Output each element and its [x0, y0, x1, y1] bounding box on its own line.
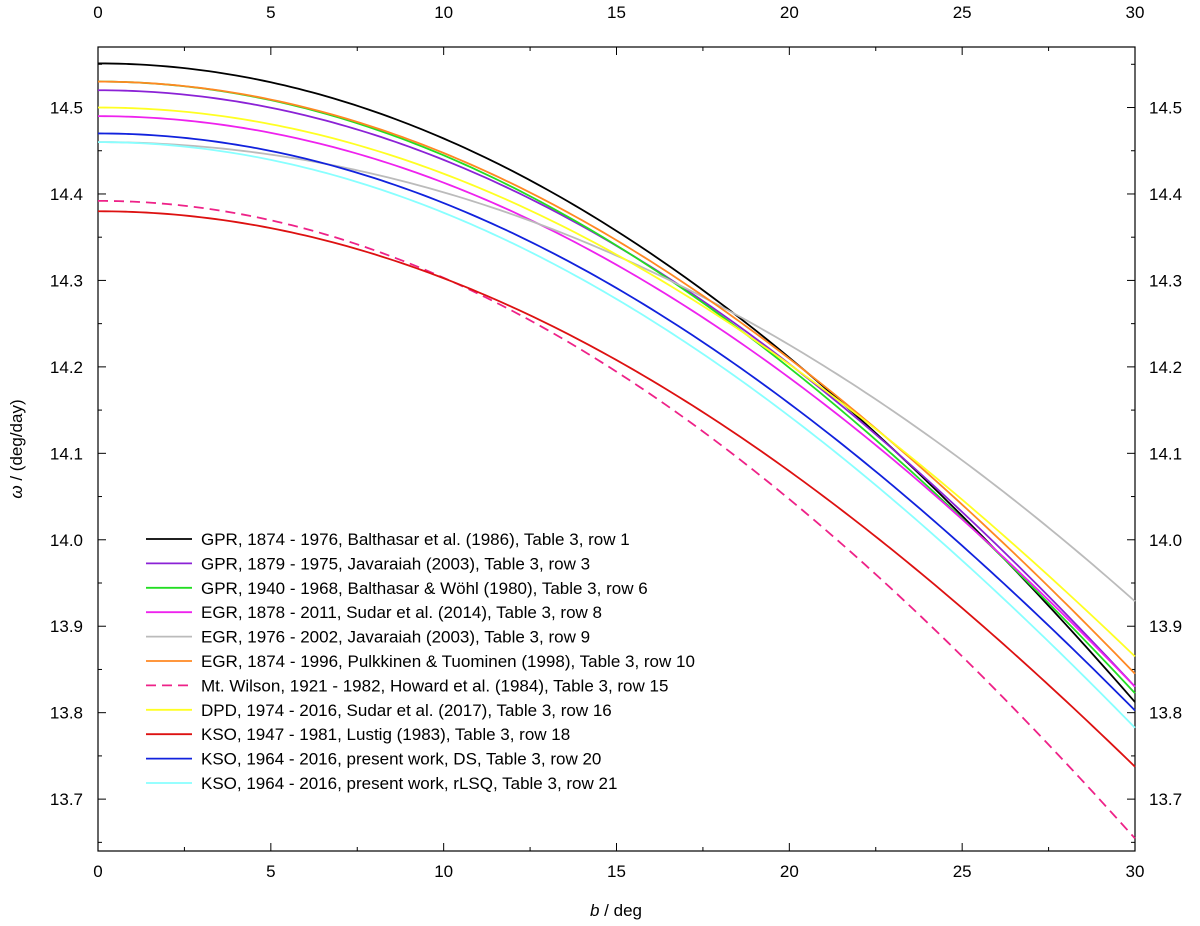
series-line — [97, 132, 1136, 712]
legend-label: EGR, 1976 - 2002, Javaraiah (2003), Tabl… — [201, 628, 590, 647]
y-tick-label-left: 14.4 — [50, 185, 83, 204]
y-tick-label-right: 13.8 — [1149, 704, 1182, 723]
legend-label: GPR, 1940 - 1968, Balthasar & Wöhl (1980… — [201, 579, 648, 598]
plot-frame — [97, 46, 1136, 852]
legend: GPR, 1874 - 1976, Balthasar et al. (1986… — [146, 530, 695, 793]
y-tick-label-right: 14.4 — [1149, 185, 1182, 204]
legend-label: GPR, 1879 - 1975, Javaraiah (2003), Tabl… — [201, 554, 590, 573]
x-tick-label-top: 30 — [1126, 3, 1145, 22]
y-tick-label-right: 14.3 — [1149, 271, 1182, 290]
series-line — [97, 199, 1136, 840]
x-tick-label-bottom: 5 — [266, 862, 275, 881]
x-tick-label-bottom: 30 — [1126, 862, 1145, 881]
legend-label: DPD, 1974 - 2016, Sudar et al. (2017), T… — [201, 701, 612, 720]
y-tick-label-right: 14.2 — [1149, 358, 1182, 377]
series-line — [97, 106, 1136, 658]
x-tick-label-bottom: 15 — [607, 862, 626, 881]
legend-label: GPR, 1874 - 1976, Balthasar et al. (1986… — [201, 530, 630, 549]
y-tick-label-right: 13.9 — [1149, 617, 1182, 636]
y-tick-label-left: 14.5 — [50, 99, 83, 118]
x-tick-label-bottom: 10 — [434, 862, 453, 881]
y-tick-label-left: 14.0 — [50, 531, 83, 550]
series-line — [97, 210, 1136, 768]
x-tick-label-bottom: 0 — [93, 862, 102, 881]
y-tick-label-right: 13.7 — [1149, 790, 1182, 809]
x-tick-label-top: 10 — [434, 3, 453, 22]
y-tick-label-left: 13.7 — [50, 790, 83, 809]
x-tick-label-top: 15 — [607, 3, 626, 22]
legend-label: KSO, 1964 - 2016, present work, DS, Tabl… — [201, 750, 601, 769]
series-line — [97, 141, 1136, 729]
y-tick-label-right: 14.1 — [1149, 444, 1182, 463]
x-tick-label-top: 25 — [953, 3, 972, 22]
series-line — [97, 80, 1136, 675]
y-tick-label-left: 14.2 — [50, 358, 83, 377]
y-tick-label-left: 14.1 — [50, 444, 83, 463]
x-tick-label-bottom: 25 — [953, 862, 972, 881]
axis-ticks: 0 0 5 5 10 10 15 15 20 20 25 25 30 30 13.7 13.7 13.8 13.8… — [50, 3, 1182, 881]
x-tick-label-top: 5 — [266, 3, 275, 22]
legend-label: KSO, 1947 - 1981, Lustig (1983), Table 3… — [201, 725, 570, 744]
legend-label: KSO, 1964 - 2016, present work, rLSQ, Ta… — [201, 774, 617, 793]
series-layer — [97, 62, 1136, 840]
series-line — [97, 62, 1136, 703]
x-tick-label-top: 0 — [93, 3, 102, 22]
legend-label: Mt. Wilson, 1921 - 1982, Howard et al. (… — [201, 676, 668, 695]
y-tick-label-left: 13.8 — [50, 704, 83, 723]
y-tick-label-right: 14.0 — [1149, 531, 1182, 550]
y-tick-label-right: 14.5 — [1149, 99, 1182, 118]
x-tick-label-top: 20 — [780, 3, 799, 22]
series-line — [97, 115, 1136, 688]
x-tick-label-bottom: 20 — [780, 862, 799, 881]
legend-label: EGR, 1874 - 1996, Pulkkinen & Tuominen (… — [201, 652, 695, 671]
y-tick-label-left: 13.9 — [50, 617, 83, 636]
y-axis-title: ω / (deg/day) — [7, 399, 26, 498]
y-tick-label-left: 14.3 — [50, 271, 83, 290]
legend-label: EGR, 1878 - 2011, Sudar et al. (2014), T… — [201, 603, 602, 622]
x-axis-title: b / deg — [590, 901, 642, 920]
